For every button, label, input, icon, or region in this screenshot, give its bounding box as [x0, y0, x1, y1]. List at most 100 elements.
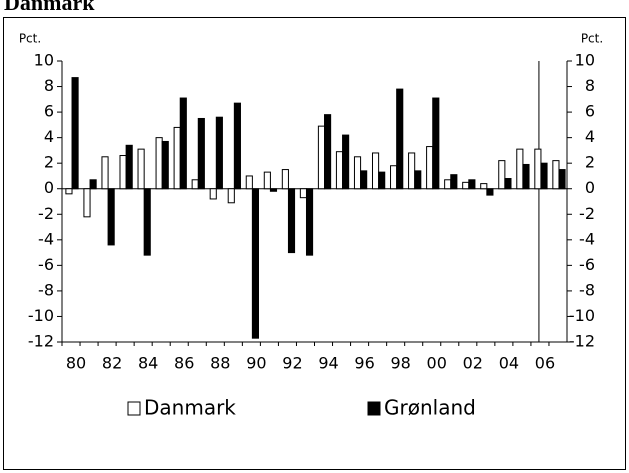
bar — [378, 171, 386, 190]
bar — [209, 188, 217, 200]
legend-label: Danmark — [144, 396, 236, 420]
bar — [504, 178, 512, 190]
y2-axis-label: Pct. — [581, 32, 603, 46]
y-axis-label: Pct. — [19, 32, 41, 46]
bar — [540, 162, 548, 190]
y2-tick-label: -6 — [579, 255, 595, 274]
x-tick-label: 98 — [390, 354, 410, 373]
x-tick-label: 92 — [282, 354, 302, 373]
x-tick-label: 04 — [499, 354, 519, 373]
bar — [353, 156, 362, 190]
bar — [101, 156, 109, 190]
y2-tick-label: -12 — [569, 332, 595, 351]
y-tick-label: -12 — [28, 332, 54, 351]
bar — [173, 126, 181, 190]
bar — [197, 117, 205, 190]
x-tick-label: 90 — [246, 354, 266, 373]
bar — [408, 152, 416, 190]
x-tick-label: 02 — [463, 354, 483, 373]
legend-swatch — [127, 401, 141, 416]
x-tick-label: 94 — [318, 354, 338, 373]
x-tick-label: 88 — [210, 354, 230, 373]
bar — [335, 151, 344, 190]
bar — [263, 171, 271, 190]
y2-tick-label: 8 — [585, 76, 595, 95]
y-tick-label: -6 — [38, 255, 54, 274]
y-tick-label: -8 — [38, 280, 54, 299]
y-tick-label: -10 — [28, 306, 54, 325]
bar — [498, 160, 506, 190]
bar — [143, 188, 151, 256]
bar — [155, 137, 163, 190]
bar — [432, 97, 440, 190]
y2-tick-label: 0 — [585, 178, 595, 197]
y2-tick-label: 6 — [585, 102, 595, 121]
bar — [71, 77, 79, 190]
x-tick-label: 00 — [427, 354, 447, 373]
bar — [317, 125, 326, 190]
y-tick-label: 4 — [44, 127, 54, 146]
bar — [486, 188, 494, 196]
x-tick-label: 82 — [102, 354, 122, 373]
y-tick-label: 0 — [44, 178, 54, 197]
bar — [281, 169, 289, 190]
bar — [233, 102, 241, 190]
y-tick-label: -2 — [38, 204, 54, 223]
y2-tick-label: 2 — [585, 153, 595, 172]
bar — [480, 183, 488, 190]
bar — [516, 148, 524, 190]
legend-swatch — [367, 401, 381, 416]
bar — [450, 174, 458, 190]
bar — [522, 163, 530, 190]
bar — [371, 152, 380, 190]
chart-frame — [3, 17, 626, 470]
y2-tick-label: -4 — [579, 229, 595, 248]
bar — [227, 188, 235, 204]
y-tick-label: 10 — [34, 51, 54, 70]
bar — [65, 188, 73, 195]
bar — [396, 88, 404, 190]
bar — [215, 116, 223, 190]
y-tick-label: 6 — [44, 102, 54, 121]
bar — [468, 179, 476, 190]
bar — [299, 188, 307, 199]
bar — [161, 140, 169, 190]
bar — [342, 134, 350, 190]
bar — [305, 188, 314, 256]
bar — [426, 146, 434, 190]
bar — [269, 188, 278, 192]
bar — [287, 188, 296, 254]
bar — [125, 144, 133, 190]
bar — [324, 114, 332, 190]
bar — [251, 188, 260, 339]
bar — [360, 170, 368, 190]
x-tick-label: 80 — [66, 354, 86, 373]
bar — [414, 170, 422, 190]
bar — [107, 188, 115, 246]
bar — [179, 97, 187, 190]
x-tick-label: 84 — [138, 354, 158, 373]
y2-tick-label: 4 — [585, 127, 595, 146]
bar — [534, 148, 542, 190]
x-tick-label: 86 — [174, 354, 194, 373]
bar — [137, 148, 145, 190]
x-tick-label: 96 — [354, 354, 374, 373]
bar — [444, 179, 452, 190]
x-tick-label: 06 — [535, 354, 555, 373]
bar — [390, 165, 398, 190]
bar — [83, 188, 91, 218]
bar — [119, 155, 127, 190]
bar — [462, 181, 470, 190]
legend-label: Grønland — [384, 396, 476, 420]
chart-title: Danmark — [4, 0, 95, 15]
y2-tick-label: 10 — [575, 51, 595, 70]
bar — [89, 179, 97, 190]
bar — [245, 175, 253, 190]
y2-tick-label: -2 — [579, 204, 595, 223]
y-tick-label: 8 — [44, 76, 54, 95]
y-tick-label: 2 — [44, 153, 54, 172]
y-tick-label: -4 — [38, 229, 54, 248]
bar — [558, 169, 566, 190]
